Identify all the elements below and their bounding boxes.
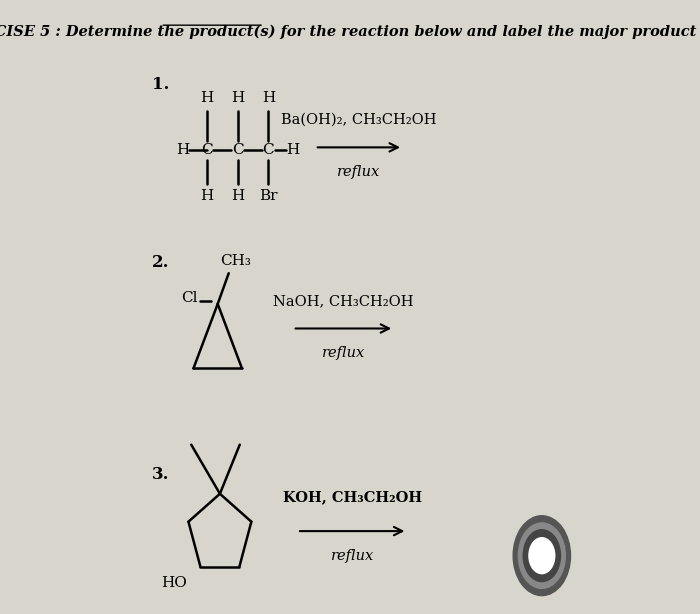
Text: C: C	[232, 144, 244, 157]
Circle shape	[513, 516, 570, 596]
Text: HO: HO	[161, 577, 186, 590]
Text: H: H	[231, 91, 244, 105]
Text: Ba(OH)₂, CH₃CH₂OH: Ba(OH)₂, CH₃CH₂OH	[281, 113, 437, 126]
Text: H: H	[262, 91, 275, 105]
Text: H: H	[200, 91, 214, 105]
Text: CH₃: CH₃	[220, 254, 251, 268]
Text: reflux: reflux	[330, 549, 374, 562]
Text: H: H	[200, 190, 214, 203]
Circle shape	[529, 538, 554, 573]
Text: EXERCISE 5 : Determine the product(s) for the reaction below and label the major: EXERCISE 5 : Determine the product(s) fo…	[0, 25, 700, 39]
Text: Cl: Cl	[181, 291, 197, 305]
Text: KOH, CH₃CH₂OH: KOH, CH₃CH₂OH	[283, 491, 422, 504]
Text: 1.: 1.	[152, 76, 169, 93]
Text: reflux: reflux	[337, 165, 380, 179]
Text: Br: Br	[259, 190, 278, 203]
Text: reflux: reflux	[322, 346, 365, 360]
Text: C: C	[201, 144, 213, 157]
Text: H: H	[286, 144, 300, 157]
Text: C: C	[262, 144, 274, 157]
Text: 3.: 3.	[152, 466, 169, 483]
Circle shape	[523, 530, 561, 581]
Circle shape	[518, 523, 566, 588]
Text: NaOH, CH₃CH₂OH: NaOH, CH₃CH₂OH	[273, 294, 414, 308]
Text: 2.: 2.	[152, 254, 169, 271]
Text: H: H	[176, 144, 189, 157]
Text: H: H	[231, 190, 244, 203]
